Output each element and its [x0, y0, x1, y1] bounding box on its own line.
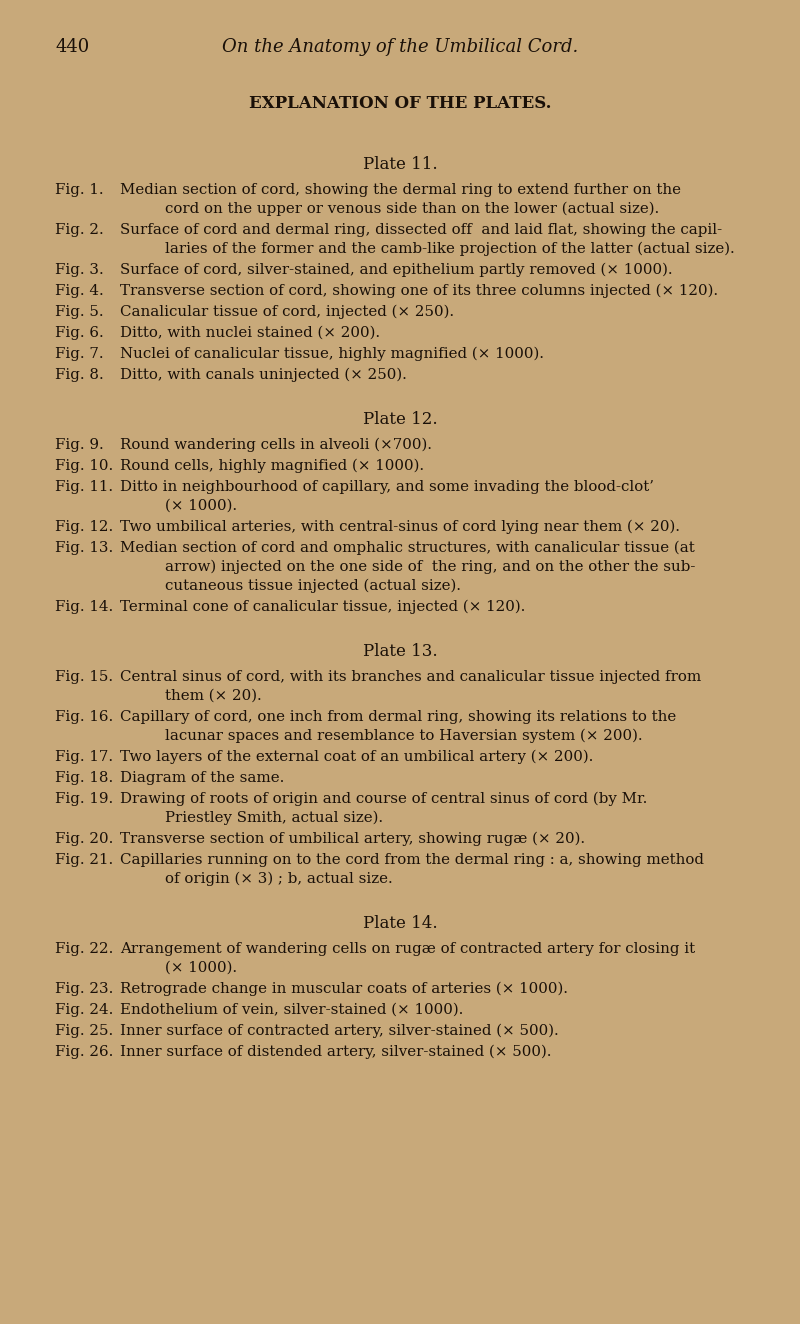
Text: Fig. 18.: Fig. 18. [55, 771, 114, 785]
Text: Fig. 10.: Fig. 10. [55, 459, 114, 473]
Text: Capillary of cord, one inch from dermal ring, showing its relations to the: Capillary of cord, one inch from dermal … [120, 710, 676, 724]
Text: Endothelium of vein, silver-stained (× 1000).: Endothelium of vein, silver-stained (× 1… [120, 1004, 463, 1017]
Text: Fig. 15.: Fig. 15. [55, 670, 113, 685]
Text: Fig. 5.: Fig. 5. [55, 305, 104, 319]
Text: cord on the upper or venous side than on the lower (actual size).: cord on the upper or venous side than on… [165, 203, 659, 216]
Text: Plate 13.: Plate 13. [362, 643, 438, 659]
Text: Ditto, with nuclei stained (× 200).: Ditto, with nuclei stained (× 200). [120, 326, 380, 340]
Text: Retrograde change in muscular coats of arteries (× 1000).: Retrograde change in muscular coats of a… [120, 982, 568, 997]
Text: Capillaries running on to the cord from the dermal ring : a, showing method: Capillaries running on to the cord from … [120, 853, 704, 867]
Text: Terminal cone of canalicular tissue, injected (× 120).: Terminal cone of canalicular tissue, inj… [120, 600, 526, 614]
Text: Arrangement of wandering cells on rugæ of contracted artery for closing it: Arrangement of wandering cells on rugæ o… [120, 941, 695, 956]
Text: Median section of cord and omphalic structures, with canalicular tissue (at: Median section of cord and omphalic stru… [120, 542, 694, 555]
Text: (× 1000).: (× 1000). [165, 961, 237, 974]
Text: Round cells, highly magnified (× 1000).: Round cells, highly magnified (× 1000). [120, 459, 424, 474]
Text: Two umbilical arteries, with central‑sinus of cord lying near them (× 20).: Two umbilical arteries, with central‑sin… [120, 520, 680, 535]
Text: Plate 11.: Plate 11. [362, 156, 438, 173]
Text: Fig. 9.: Fig. 9. [55, 438, 104, 451]
Text: Inner surface of distended artery, silver-stained (× 500).: Inner surface of distended artery, silve… [120, 1045, 551, 1059]
Text: Fig. 7.: Fig. 7. [55, 347, 104, 361]
Text: Fig. 13.: Fig. 13. [55, 542, 114, 555]
Text: Fig. 3.: Fig. 3. [55, 263, 104, 277]
Text: cutaneous tissue injected (actual size).: cutaneous tissue injected (actual size). [165, 579, 461, 593]
Text: Fig. 24.: Fig. 24. [55, 1004, 114, 1017]
Text: Priestley Smith, actual size).: Priestley Smith, actual size). [165, 812, 383, 825]
Text: Fig. 8.: Fig. 8. [55, 368, 104, 383]
Text: Transverse section of umbilical artery, showing rugæ (× 20).: Transverse section of umbilical artery, … [120, 831, 585, 846]
Text: laries of the former and the camb-like projection of the latter (actual size).: laries of the former and the camb-like p… [165, 242, 734, 257]
Text: Plate 12.: Plate 12. [362, 410, 438, 428]
Text: them (× 20).: them (× 20). [165, 688, 262, 703]
Text: Median section of cord, showing the dermal ring to extend further on the: Median section of cord, showing the derm… [120, 183, 681, 197]
Text: Surface of cord, silver-stained, and epithelium partly removed (× 1000).: Surface of cord, silver-stained, and epi… [120, 263, 673, 278]
Text: EXPLANATION OF THE PLATES.: EXPLANATION OF THE PLATES. [249, 95, 551, 113]
Text: Diagram of the same.: Diagram of the same. [120, 771, 284, 785]
Text: Fig. 14.: Fig. 14. [55, 600, 114, 614]
Text: Fig. 23.: Fig. 23. [55, 982, 114, 996]
Text: Fig. 21.: Fig. 21. [55, 853, 114, 867]
Text: Fig. 4.: Fig. 4. [55, 285, 104, 298]
Text: Fig. 19.: Fig. 19. [55, 792, 114, 806]
Text: Two layers of the external coat of an umbilical artery (× 200).: Two layers of the external coat of an um… [120, 749, 594, 764]
Text: Fig. 1.: Fig. 1. [55, 183, 104, 197]
Text: Fig. 2.: Fig. 2. [55, 222, 104, 237]
Text: Fig. 6.: Fig. 6. [55, 326, 104, 340]
Text: Fig. 25.: Fig. 25. [55, 1023, 114, 1038]
Text: Nuclei of canalicular tissue, highly magnified (× 1000).: Nuclei of canalicular tissue, highly mag… [120, 347, 544, 361]
Text: Fig. 11.: Fig. 11. [55, 481, 113, 494]
Text: Canalicular tissue of cord, injected (× 250).: Canalicular tissue of cord, injected (× … [120, 305, 454, 319]
Text: Transverse section of cord, showing one of its three columns injected (× 120).: Transverse section of cord, showing one … [120, 285, 718, 298]
Text: lacunar spaces and resemblance to Haversian system (× 200).: lacunar spaces and resemblance to Havers… [165, 730, 642, 743]
Text: Fig. 17.: Fig. 17. [55, 749, 113, 764]
Text: Surface of cord and dermal ring, dissected off  and laid flat, showing the capil: Surface of cord and dermal ring, dissect… [120, 222, 722, 237]
Text: Fig. 12.: Fig. 12. [55, 520, 114, 534]
Text: Fig. 26.: Fig. 26. [55, 1045, 114, 1059]
Text: Fig. 22.: Fig. 22. [55, 941, 114, 956]
Text: Plate 14.: Plate 14. [362, 915, 438, 932]
Text: Fig. 16.: Fig. 16. [55, 710, 114, 724]
Text: arrow) injected on the one side of  the ring, and on the other the sub-: arrow) injected on the one side of the r… [165, 560, 695, 575]
Text: of origin (× 3) ; b, actual size.: of origin (× 3) ; b, actual size. [165, 873, 393, 886]
Text: Inner surface of contracted artery, silver-stained (× 500).: Inner surface of contracted artery, silv… [120, 1023, 558, 1038]
Text: Fig. 20.: Fig. 20. [55, 831, 114, 846]
Text: Drawing of roots of origin and course of central sinus of cord (by Mr.: Drawing of roots of origin and course of… [120, 792, 647, 806]
Text: (× 1000).: (× 1000). [165, 499, 237, 512]
Text: On the Anatomy of the Umbilical Cord.: On the Anatomy of the Umbilical Cord. [222, 38, 578, 56]
Text: Round wandering cells in alveoli (×700).: Round wandering cells in alveoli (×700). [120, 438, 432, 453]
Text: Ditto in neighbourhood of capillary, and some invading the blood-clot’: Ditto in neighbourhood of capillary, and… [120, 481, 654, 494]
Text: Central sinus of cord, with its branches and canalicular tissue injected from: Central sinus of cord, with its branches… [120, 670, 702, 685]
Text: Ditto, with canals uninjected (× 250).: Ditto, with canals uninjected (× 250). [120, 368, 407, 383]
Text: 440: 440 [55, 38, 90, 56]
